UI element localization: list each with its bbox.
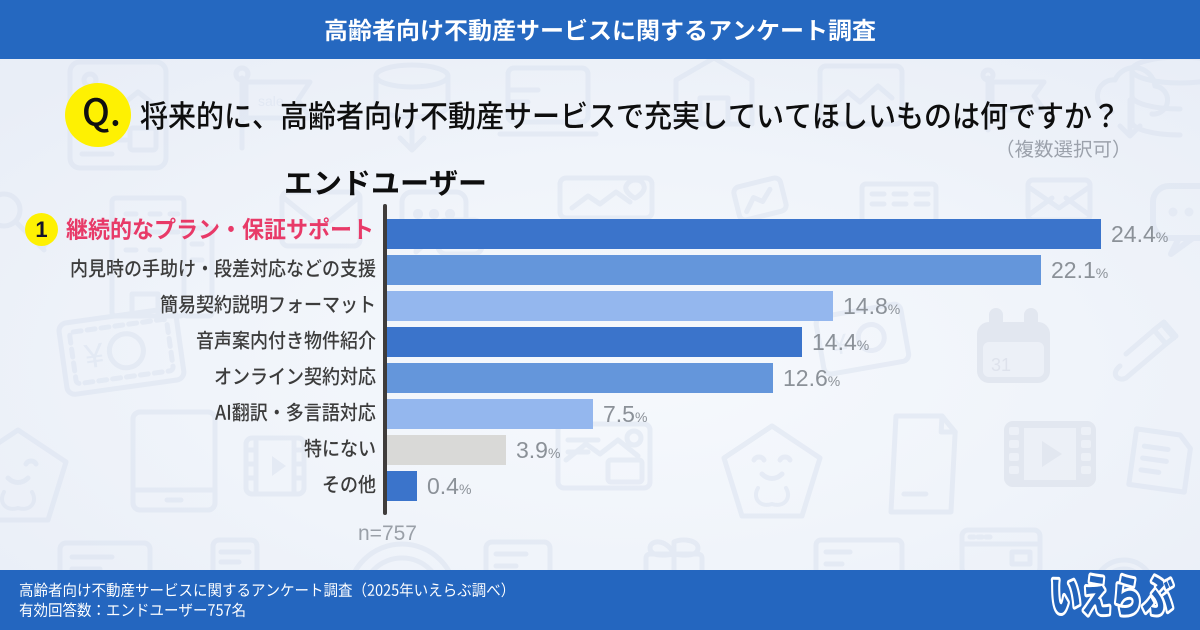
svg-text:sale: sale [258,93,284,109]
svg-text:¥: ¥ [828,328,850,361]
svg-text:31: 31 [991,355,1011,375]
svg-text:¥: ¥ [81,336,106,376]
